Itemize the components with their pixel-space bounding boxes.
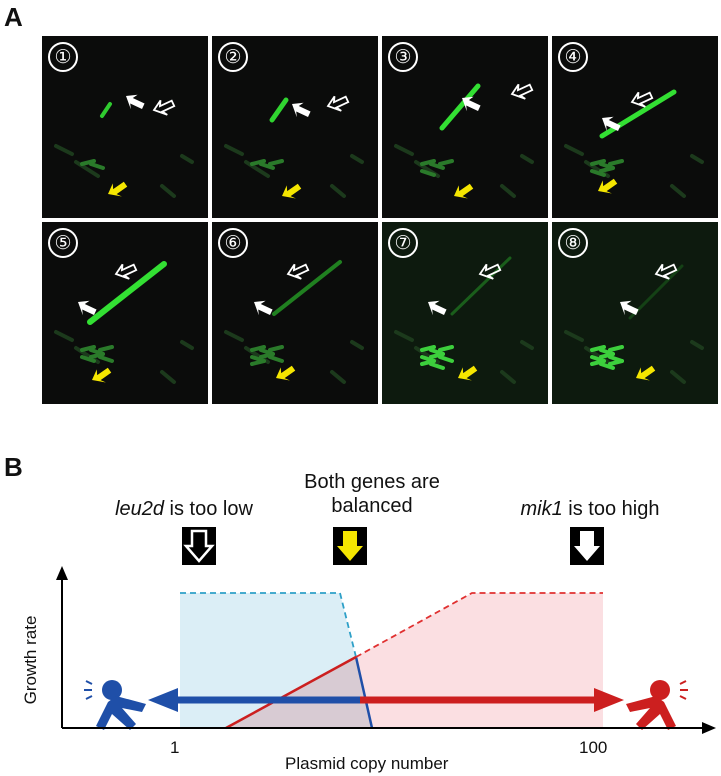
leu2d-growth-curve-dashed	[180, 592, 357, 658]
panel-label-b: B	[4, 452, 23, 482]
white-arrow	[78, 300, 97, 316]
yellow-arrow	[454, 183, 474, 199]
cell-cluster	[80, 159, 105, 170]
background-cells	[224, 144, 364, 198]
frame-number: ⑤	[48, 228, 78, 258]
elongated-cell	[269, 97, 289, 123]
middle-caption: Both genes are balanced	[282, 470, 462, 518]
frame-number: ②	[218, 42, 248, 72]
frame-number: ⑦	[388, 228, 418, 258]
frame-number: ③	[388, 42, 418, 72]
elongated-cell	[87, 261, 167, 325]
microscopy-frame: ④	[552, 36, 718, 218]
red-pulling-figure	[626, 680, 688, 730]
elongated-cell	[100, 102, 112, 118]
x-axis-label: Plasmid copy number	[285, 754, 449, 773]
frame-number: ⑥	[218, 228, 248, 258]
white-arrow	[462, 96, 481, 112]
microscopy-grid: ① ② ③ ④ ⑤ ⑥ ⑦ ⑧	[42, 36, 720, 410]
y-axis-label: Growth rate	[21, 615, 40, 705]
x-tick-100: 100	[579, 738, 608, 757]
middle-caption-line-2: balanced	[331, 495, 413, 517]
open-arrow	[286, 263, 310, 280]
open-arrow	[152, 99, 176, 116]
microscopy-frame: ⑧	[552, 222, 718, 404]
white-arrow	[428, 300, 447, 316]
open-arrow-indicator	[182, 527, 216, 565]
cell-cluster	[250, 345, 284, 366]
leu2d-growth-curve	[354, 656, 374, 729]
microscopy-frame: ②	[212, 36, 378, 218]
elongated-cell	[450, 256, 512, 316]
y-axis-arrowhead	[56, 566, 68, 580]
yellow-arrow	[636, 365, 656, 381]
left-caption: leu2d is too low	[84, 497, 284, 521]
microscopy-frame: ③	[382, 36, 548, 218]
open-arrow	[654, 263, 678, 280]
white-arrow	[254, 300, 273, 316]
white-arrow	[126, 94, 145, 110]
cell-cluster	[420, 345, 454, 370]
elongated-cell	[272, 260, 342, 316]
microscopy-frame: ⑦	[382, 222, 548, 404]
cell-cluster	[590, 159, 624, 177]
x-axis-arrowhead	[702, 722, 716, 734]
background-cells	[54, 144, 194, 198]
right-caption: mik1 is too high	[480, 497, 700, 521]
panel-label-a: A	[4, 2, 23, 32]
cell-cluster	[420, 159, 454, 177]
yellow-arrow	[458, 365, 478, 381]
yellow-arrow	[108, 181, 128, 197]
frame-number: ①	[48, 42, 78, 72]
blue-pulling-figure	[84, 680, 146, 730]
right-caption-text: is too high	[562, 498, 660, 520]
mik1-growth-curve	[225, 655, 357, 730]
red-rope-arrowhead	[594, 688, 624, 712]
microscopy-frame: ⑤	[42, 222, 208, 404]
elongated-cell	[628, 264, 684, 320]
open-arrow	[630, 91, 654, 108]
white-arrow-indicator	[570, 527, 604, 565]
yellow-arrow	[598, 178, 618, 194]
blue-rope-arrowhead	[148, 688, 178, 712]
white-arrow	[620, 300, 639, 316]
cell-cluster	[590, 345, 624, 370]
open-arrow	[326, 95, 350, 112]
open-arrow	[114, 263, 138, 280]
background-cells	[564, 144, 704, 198]
yellow-arrow-indicator	[333, 527, 367, 565]
overlap-region	[226, 657, 372, 728]
frame-number: ⑧	[558, 228, 588, 258]
cell-cluster	[80, 345, 114, 363]
x-tick-1: 1	[170, 738, 180, 757]
open-arrow	[510, 83, 534, 100]
mik1-growth-curve-dashed	[355, 592, 603, 658]
mik1-gene-name: mik1	[520, 498, 563, 520]
white-arrow	[292, 102, 311, 118]
left-caption-text: is too low	[164, 498, 253, 520]
yellow-arrow	[92, 367, 112, 383]
cell-cluster	[250, 159, 284, 170]
open-arrow	[478, 263, 502, 280]
microscopy-frame: ⑥	[212, 222, 378, 404]
middle-caption-line-1: Both genes are	[304, 471, 440, 493]
yellow-arrow	[276, 365, 296, 381]
microscopy-frame: ①	[42, 36, 208, 218]
leu2d-gene-name: leu2d	[115, 498, 164, 520]
white-arrow	[602, 116, 621, 132]
elongated-cell	[439, 83, 481, 131]
yellow-arrow	[282, 183, 302, 199]
frame-number: ④	[558, 42, 588, 72]
